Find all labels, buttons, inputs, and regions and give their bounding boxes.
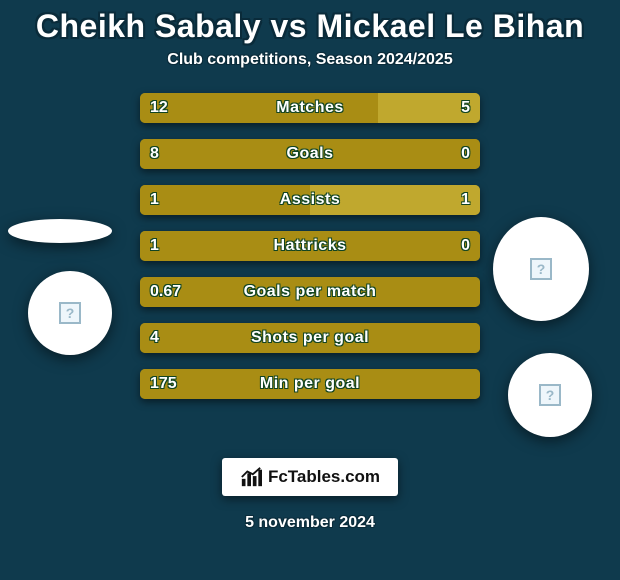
stat-bars: 12 5 Matches 8 0 Goals 1 1 Assists 1 0 Hattricks 0.6… <box>140 93 480 415</box>
footer: FcTables.com 5 november 2024 <box>0 458 620 532</box>
bar-chart-icon <box>240 466 262 488</box>
stat-value-right: 0 <box>461 145 470 163</box>
stat-label: Goals <box>287 145 334 163</box>
image-placeholder-icon: ? <box>59 302 81 324</box>
stat-value-left: 8 <box>150 145 159 163</box>
stat-row: 8 0 Goals <box>140 139 480 169</box>
stat-value-right: 5 <box>461 99 470 117</box>
stat-label: Shots per goal <box>251 329 369 347</box>
stat-value-right: 1 <box>461 191 470 209</box>
stat-value-right: 0 <box>461 237 470 255</box>
brand-badge: FcTables.com <box>222 458 398 496</box>
stat-row: 4 Shots per goal <box>140 323 480 353</box>
stat-label: Assists <box>280 191 340 209</box>
image-placeholder-icon: ? <box>530 258 552 280</box>
stat-row: 0.67 Goals per match <box>140 277 480 307</box>
header: Cheikh Sabaly vs Mickael Le Bihan Club c… <box>0 0 620 73</box>
stat-value-left: 1 <box>150 191 159 209</box>
vs-text: vs <box>271 8 308 44</box>
stat-label: Hattricks <box>274 237 347 255</box>
right-player-photo: ? <box>508 353 592 437</box>
stat-row: 1 1 Assists <box>140 185 480 215</box>
stat-row: 1 0 Hattricks <box>140 231 480 261</box>
stat-value-left: 0.67 <box>150 283 181 301</box>
page-title: Cheikh Sabaly vs Mickael Le Bihan <box>10 8 610 45</box>
stat-label: Min per goal <box>260 375 360 393</box>
image-placeholder-icon: ? <box>539 384 561 406</box>
player1-name: Cheikh Sabaly <box>36 8 261 44</box>
stat-value-left: 1 <box>150 237 159 255</box>
stat-label: Goals per match <box>244 283 377 301</box>
player2-name: Mickael Le Bihan <box>316 8 584 44</box>
subtitle: Club competitions, Season 2024/2025 <box>10 51 610 69</box>
stat-row: 12 5 Matches <box>140 93 480 123</box>
brand-text: FcTables.com <box>268 467 380 487</box>
right-club-logo: ? <box>493 217 589 321</box>
stat-value-left: 175 <box>150 375 177 393</box>
stat-row: 175 Min per goal <box>140 369 480 399</box>
date-text: 5 november 2024 <box>245 514 375 532</box>
left-player-photo: ? <box>28 271 112 355</box>
stat-value-left: 4 <box>150 329 159 347</box>
stat-label: Matches <box>276 99 344 117</box>
stat-value-left: 12 <box>150 99 168 117</box>
left-club-logo <box>8 219 112 243</box>
